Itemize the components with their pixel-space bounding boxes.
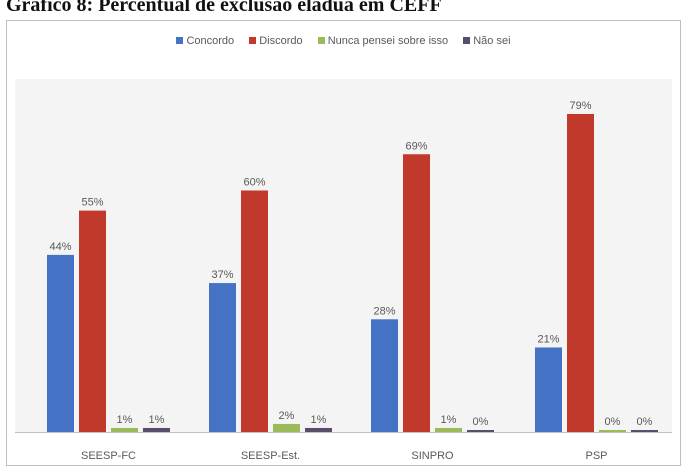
legend-label-nunca-pensei: Nunca pensei sobre isso	[327, 35, 449, 47]
plot-area	[15, 79, 672, 432]
legend-swatch-concordo	[176, 37, 184, 44]
value-label-seesp-fc-discordo: 55%	[81, 197, 103, 209]
legend-label-discordo: Discordo	[259, 35, 303, 47]
value-label-seesp-fc-concordo: 44%	[49, 241, 71, 253]
value-label-seesp-est-discordo: 60%	[243, 176, 265, 188]
legend-label-nao-sei: Não sei	[473, 35, 511, 47]
bar-psp-discordo	[567, 114, 594, 432]
category-label-seesp-est: SEESP-Est.	[241, 450, 300, 462]
value-label-psp-nunca-pensei: 0%	[605, 416, 621, 428]
bar-seesp-fc-concordo	[47, 254, 74, 432]
legend-swatch-discordo	[249, 37, 257, 44]
bar-sinpro-nao-sei	[467, 430, 494, 432]
legend-item-nao-sei: Não sei	[463, 35, 511, 47]
bar-chart: 44% 55% 1% 1% SEESP-FC 37% 60% 2% 1% SEESP-Est. 28…	[15, 79, 672, 462]
bar-sinpro-discordo	[403, 154, 430, 432]
bar-seesp-fc-nao-sei	[143, 427, 170, 432]
legend-swatch-nunca-pensei	[317, 37, 325, 44]
bar-seesp-fc-nunca-pensei	[111, 427, 138, 432]
value-label-seesp-est-concordo: 37%	[211, 269, 233, 281]
bar-sinpro-nunca-pensei	[435, 427, 462, 432]
bar-seesp-est-nao-sei	[305, 427, 332, 432]
value-label-psp-nao-sei: 0%	[637, 416, 653, 428]
legend-swatch-nao-sei	[463, 37, 471, 44]
value-label-sinpro-discordo: 69%	[405, 140, 427, 152]
value-label-psp-concordo: 21%	[537, 333, 559, 345]
legend-item-concordo: Concordo	[176, 35, 234, 47]
category-label-seesp-fc: SEESP-FC	[81, 450, 136, 462]
category-label-psp: PSP	[585, 450, 607, 462]
legend-label-concordo: Concordo	[186, 35, 235, 47]
bar-seesp-fc-discordo	[79, 210, 106, 432]
value-label-seesp-fc-nunca-pensei: 1%	[117, 414, 133, 426]
value-label-seesp-fc-nao-sei: 1%	[149, 414, 165, 426]
chart-frame: Concordo Discordo Nunca pensei sobre iss…	[6, 20, 681, 466]
value-label-sinpro-concordo: 28%	[373, 305, 395, 317]
value-label-sinpro-nao-sei: 0%	[473, 416, 489, 428]
bar-psp-nao-sei	[631, 430, 658, 432]
value-label-seesp-est-nunca-pensei: 2%	[279, 410, 295, 422]
chart-legend: Concordo Discordo Nunca pensei sobre iss…	[7, 35, 680, 47]
bar-seesp-est-discordo	[241, 190, 268, 432]
figure-caption: Gráfico 8: Percentual de exclusão eladua…	[6, 0, 442, 16]
bar-seesp-est-nunca-pensei	[273, 423, 300, 432]
value-label-seesp-est-nao-sei: 1%	[311, 414, 327, 426]
bar-psp-concordo	[535, 347, 562, 432]
bar-psp-nunca-pensei	[599, 430, 626, 432]
legend-item-nunca-pensei: Nunca pensei sobre isso	[317, 35, 449, 47]
bar-sinpro-concordo	[371, 319, 398, 432]
value-label-psp-discordo: 79%	[569, 100, 591, 112]
category-label-sinpro: SINPRO	[411, 450, 454, 462]
value-label-sinpro-nunca-pensei: 1%	[441, 414, 457, 426]
bar-seesp-est-concordo	[209, 283, 236, 432]
legend-item-discordo: Discordo	[249, 35, 303, 47]
